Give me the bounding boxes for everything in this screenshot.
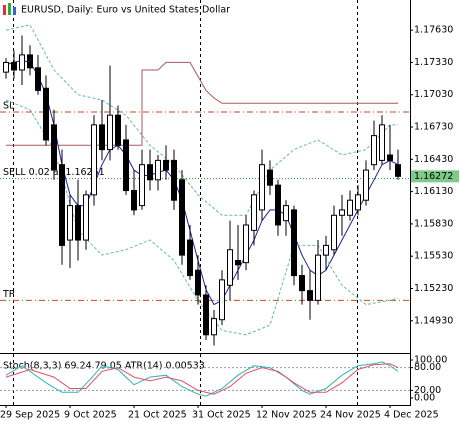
x-tick-label: 24 Nov 2025 (320, 410, 381, 421)
icon-bar (13, 7, 16, 15)
candle-body (379, 124, 385, 161)
indicator-line (5, 99, 399, 336)
candle-body (347, 199, 353, 216)
candle-body (59, 164, 65, 246)
candle-body (75, 205, 81, 241)
candle-body (251, 194, 257, 231)
candle-body (99, 124, 105, 151)
y-tick-label: 1.16730 (414, 122, 453, 133)
candle-body (107, 114, 113, 151)
candle-body (51, 124, 57, 171)
candle-body (195, 269, 201, 296)
y-tick-label: 1.17030 (414, 89, 453, 100)
candle-body (3, 61, 9, 73)
candle-body (227, 249, 233, 286)
symbol-icon (3, 3, 16, 15)
candle-body (91, 124, 97, 196)
y-tick-label: 1.14930 (414, 315, 453, 326)
indicator-line (5, 24, 398, 216)
candle-body (147, 164, 153, 181)
candle-body (307, 290, 313, 301)
x-tick-label: 31 Oct 2025 (192, 410, 251, 421)
candle-body (315, 254, 321, 301)
candle-body (243, 224, 249, 264)
x-tick-label: 21 Oct 2025 (128, 410, 187, 421)
y-tick-label: 100.00 (414, 355, 447, 366)
indicator-line (6, 61, 398, 146)
y-tick-label: 1.15530 (414, 251, 453, 262)
candle-body (211, 318, 217, 336)
y-tick-label: 1.16430 (414, 154, 453, 165)
last-price-label: 1.16272 (414, 171, 453, 182)
icon-bar (8, 3, 11, 15)
x-tick-label: 12 Nov 2025 (256, 410, 317, 421)
period-separators (13, 0, 358, 405)
candle-body (259, 164, 265, 211)
candle-body (11, 61, 17, 71)
y-tick-label: 0.00 (414, 393, 435, 404)
candle-body (67, 205, 73, 241)
x-tick-label: 4 Dec 2025 (384, 410, 439, 421)
candle-body (83, 194, 89, 241)
y-tick-label: 1.17630 (414, 25, 453, 36)
candle-body (283, 205, 289, 222)
indicator-line (5, 363, 399, 395)
candle-body (235, 260, 241, 266)
y-tick-label: 80.00 (414, 362, 441, 373)
y-tick-label: 1.15230 (414, 283, 453, 294)
candle-body (187, 239, 193, 277)
icon-bar (3, 5, 6, 15)
frame (0, 0, 411, 406)
indicator-line (5, 59, 399, 306)
candle-body (115, 114, 121, 146)
candle-body (339, 209, 345, 216)
candle-body (371, 135, 377, 166)
candle-body (139, 164, 145, 207)
candle-body (27, 54, 33, 69)
candle-body (43, 87, 49, 141)
candle-body (35, 67, 41, 91)
candle-body (331, 214, 337, 251)
candle-body (275, 184, 281, 226)
candle-body (355, 194, 361, 211)
candle-body (163, 159, 169, 171)
y-tick-label: 1.15830 (414, 218, 453, 229)
candle-body (363, 169, 369, 201)
chart-title: EURUSD, Daily: Euro vs United States Dol… (21, 5, 230, 16)
candle-body (19, 54, 25, 71)
indicator-line (5, 361, 399, 397)
candle-body (155, 159, 161, 181)
candle-body (179, 179, 185, 256)
last-price-box (411, 170, 459, 183)
trade-level-label: TP (2, 289, 15, 300)
candle-body (291, 209, 297, 277)
candle-body (299, 275, 305, 292)
candle-body (203, 294, 209, 336)
trade-level-label: SL (3, 100, 15, 111)
x-tick-label: 29 Sep 2025 (0, 410, 60, 421)
candle-body (395, 164, 401, 177)
candle-body (323, 244, 329, 256)
candle-body (267, 169, 273, 186)
candle-body (219, 279, 225, 321)
y-tick-label: 1.16130 (414, 186, 453, 197)
y-tick-label: 20.00 (414, 385, 441, 396)
y-tick-label: 1.17330 (414, 57, 453, 68)
candle-body (131, 190, 137, 211)
x-tick-label: 9 Oct 2025 (64, 410, 117, 421)
candle-body (387, 154, 393, 161)
candle-body (123, 139, 129, 192)
candle-body (171, 159, 177, 201)
